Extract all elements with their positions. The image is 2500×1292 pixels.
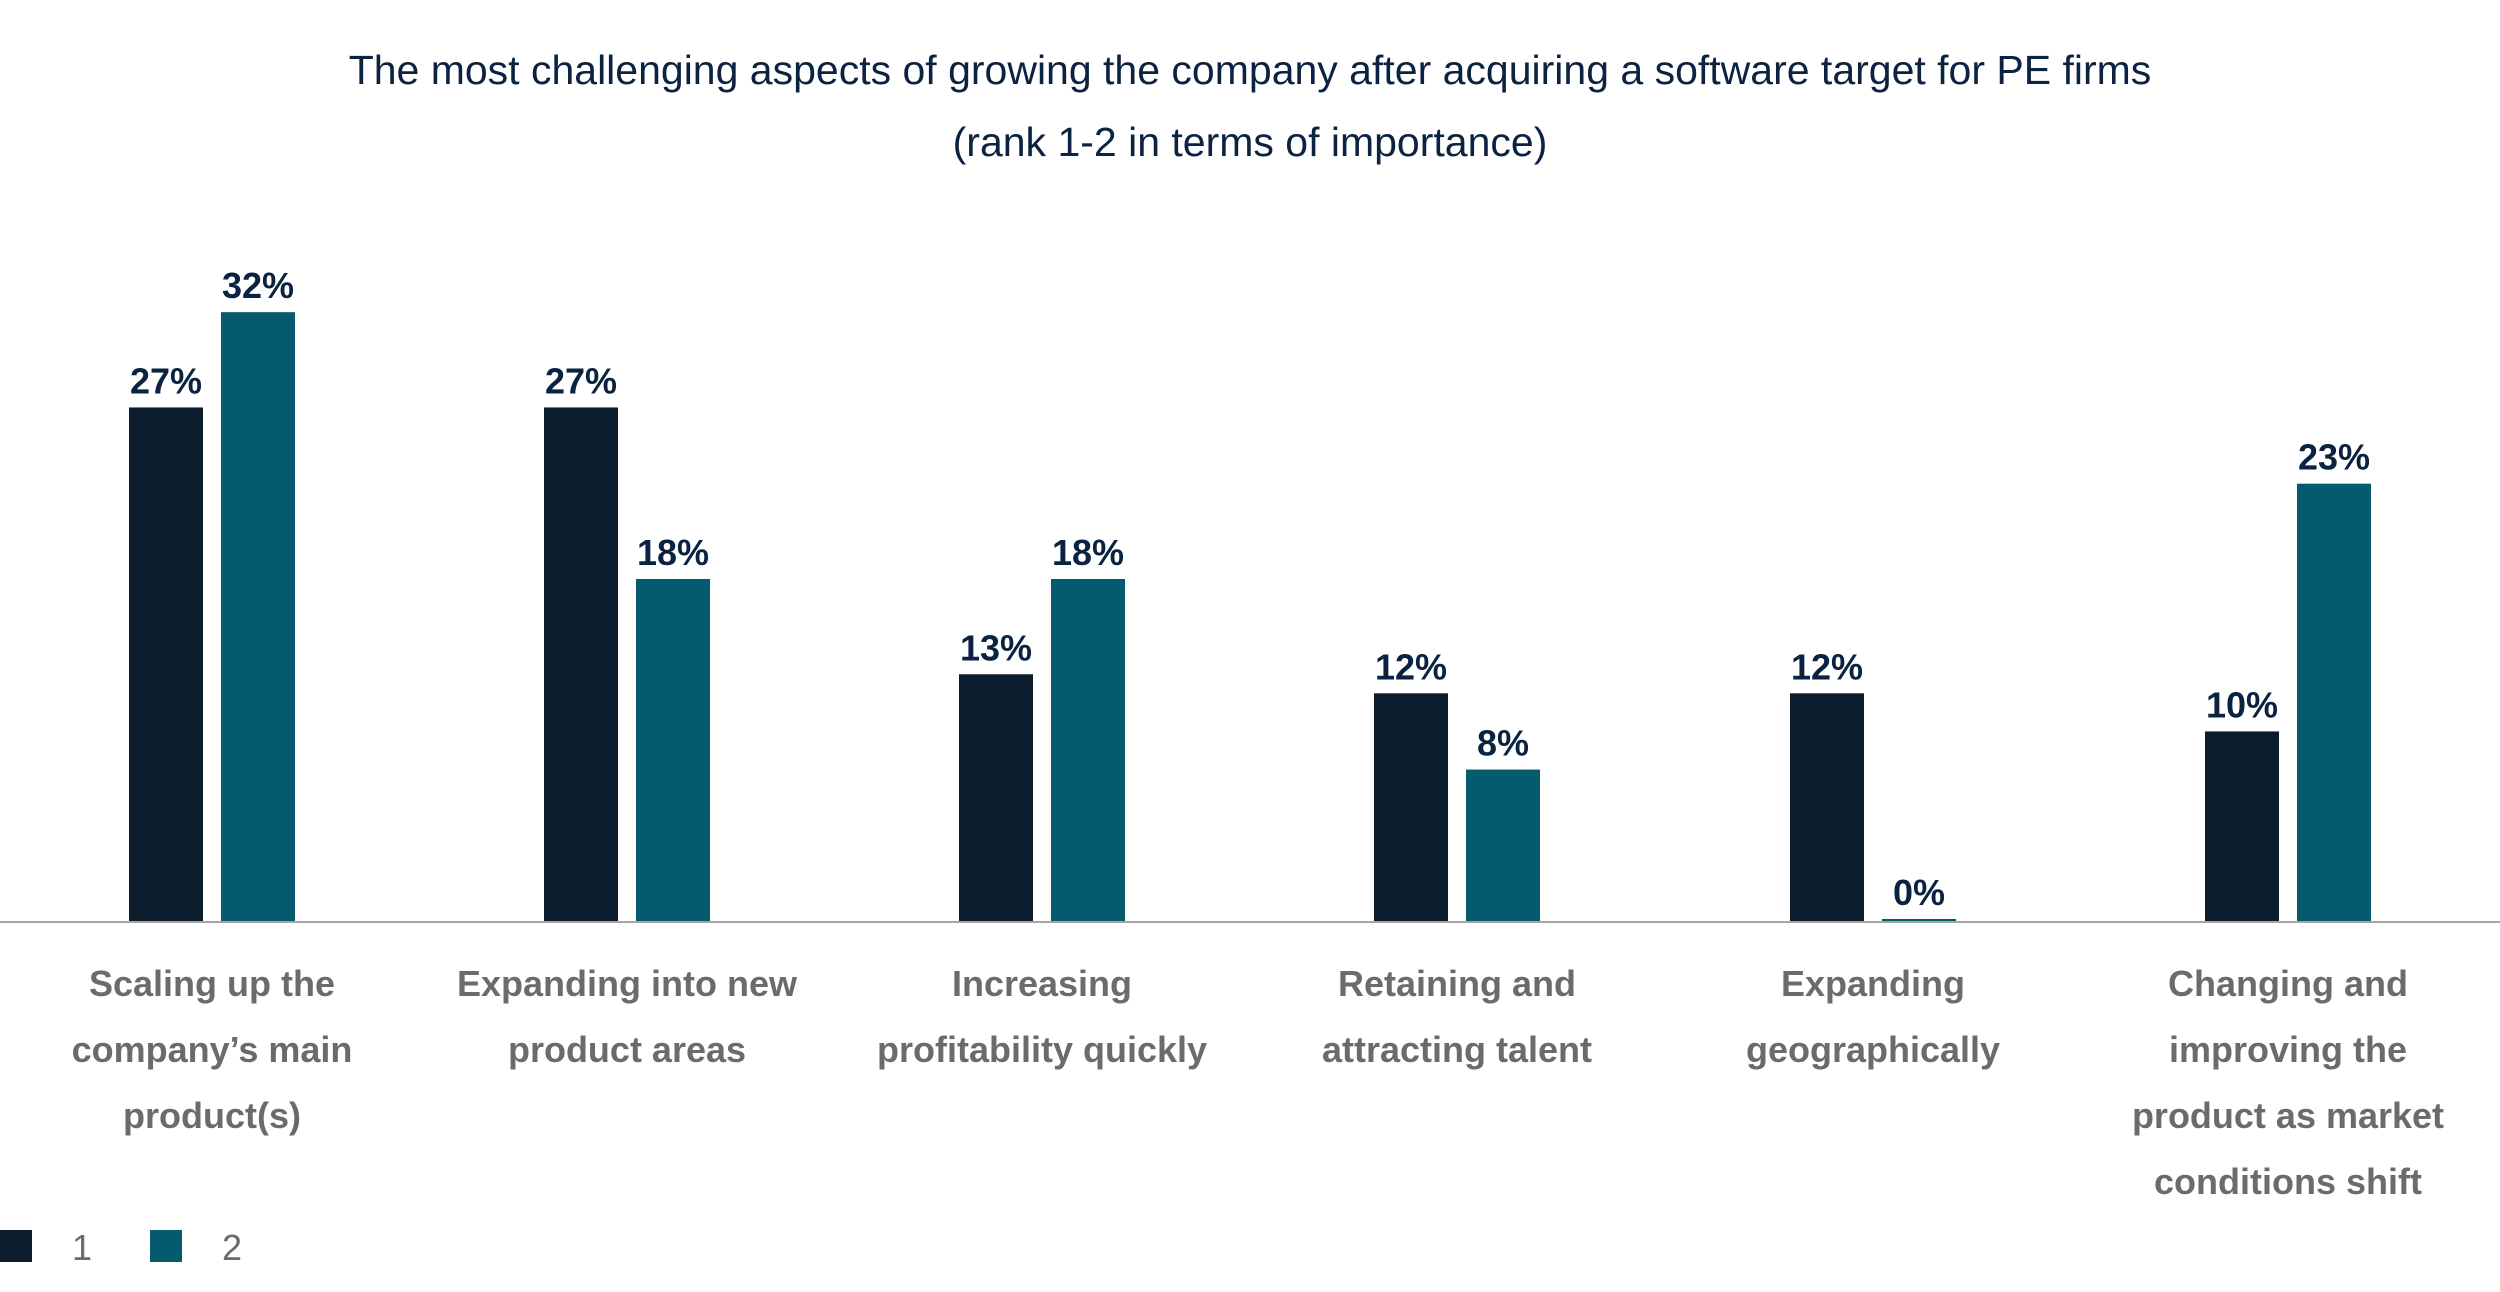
- legend-label-1: 1: [72, 1227, 92, 1268]
- category-label-6-line-4: conditions shift: [2154, 1161, 2422, 1202]
- bar-series-2-cat-1: [221, 312, 295, 923]
- category-label-5-line-1: Expanding: [1781, 963, 1965, 1004]
- value-label-series-2-cat-5: 0%: [1893, 872, 1945, 913]
- bar-series-1-cat-3: [959, 674, 1033, 922]
- category-label-2-line-1: Expanding into new: [457, 963, 798, 1004]
- category-label-2-line-2: product areas: [508, 1029, 746, 1070]
- bar-series-2-cat-2: [636, 578, 710, 922]
- legend-swatch-1: [0, 1230, 32, 1262]
- value-label-series-2-cat-2: 18%: [637, 532, 709, 573]
- category-label-6-line-3: product as market: [2132, 1095, 2444, 1136]
- category-label-5-line-2: geographically: [1746, 1029, 2000, 1070]
- chart-title: The most challenging aspects of growing …: [349, 47, 2152, 165]
- legend-swatch-2: [150, 1230, 182, 1262]
- value-label-series-1-cat-3: 13%: [960, 627, 1032, 668]
- category-label-4-line-2: attracting talent: [1322, 1029, 1592, 1070]
- value-label-series-1-cat-4: 12%: [1375, 646, 1447, 687]
- category-label-3-line-1: Increasing: [952, 963, 1132, 1004]
- bar-series-1-cat-4: [1374, 693, 1448, 922]
- chart-title-line-1: The most challenging aspects of growing …: [349, 47, 2152, 93]
- bar-series-2-cat-4: [1466, 769, 1540, 922]
- bar-series-1-cat-6: [2205, 731, 2279, 922]
- value-label-series-1-cat-2: 27%: [545, 360, 617, 401]
- bar-series-1-cat-5: [1790, 693, 1864, 922]
- bar-series-1-cat-1: [129, 407, 203, 922]
- category-label-6-line-1: Changing and: [2168, 963, 2408, 1004]
- bar-series-2-cat-5: [1882, 919, 1956, 922]
- legend-label-2: 2: [222, 1227, 242, 1268]
- value-labels: 27% 27% 13% 12% 12% 10% 32% 18% 18% 8% 0% 23%: [130, 265, 2370, 913]
- bars: [129, 312, 2371, 923]
- value-label-series-1-cat-6: 10%: [2206, 684, 2278, 725]
- value-label-series-2-cat-6: 23%: [2298, 437, 2370, 478]
- category-label-1-line-1: Scaling up the: [89, 963, 335, 1004]
- value-label-series-2-cat-4: 8%: [1477, 723, 1529, 764]
- value-label-series-2-cat-3: 18%: [1052, 532, 1124, 573]
- category-label-6-line-2: improving the: [2169, 1029, 2407, 1070]
- chart-title-line-2: (rank 1-2 in terms of importance): [953, 119, 1548, 165]
- value-label-series-1-cat-1: 27%: [130, 360, 202, 401]
- bar-series-2-cat-3: [1051, 578, 1125, 922]
- category-label-1-line-3: product(s): [123, 1095, 301, 1136]
- value-label-series-2-cat-1: 32%: [222, 265, 294, 306]
- category-label-3-line-2: profitability quickly: [877, 1029, 1207, 1070]
- bar-series-1-cat-2: [544, 407, 618, 922]
- category-labels: Scaling up the company’s main product(s) Ex…: [72, 963, 2444, 1202]
- category-label-1-line-2: company’s main: [72, 1029, 353, 1070]
- category-label-4-line-1: Retaining and: [1338, 963, 1576, 1004]
- bar-series-2-cat-6: [2297, 483, 2371, 922]
- value-label-series-1-cat-5: 12%: [1791, 646, 1863, 687]
